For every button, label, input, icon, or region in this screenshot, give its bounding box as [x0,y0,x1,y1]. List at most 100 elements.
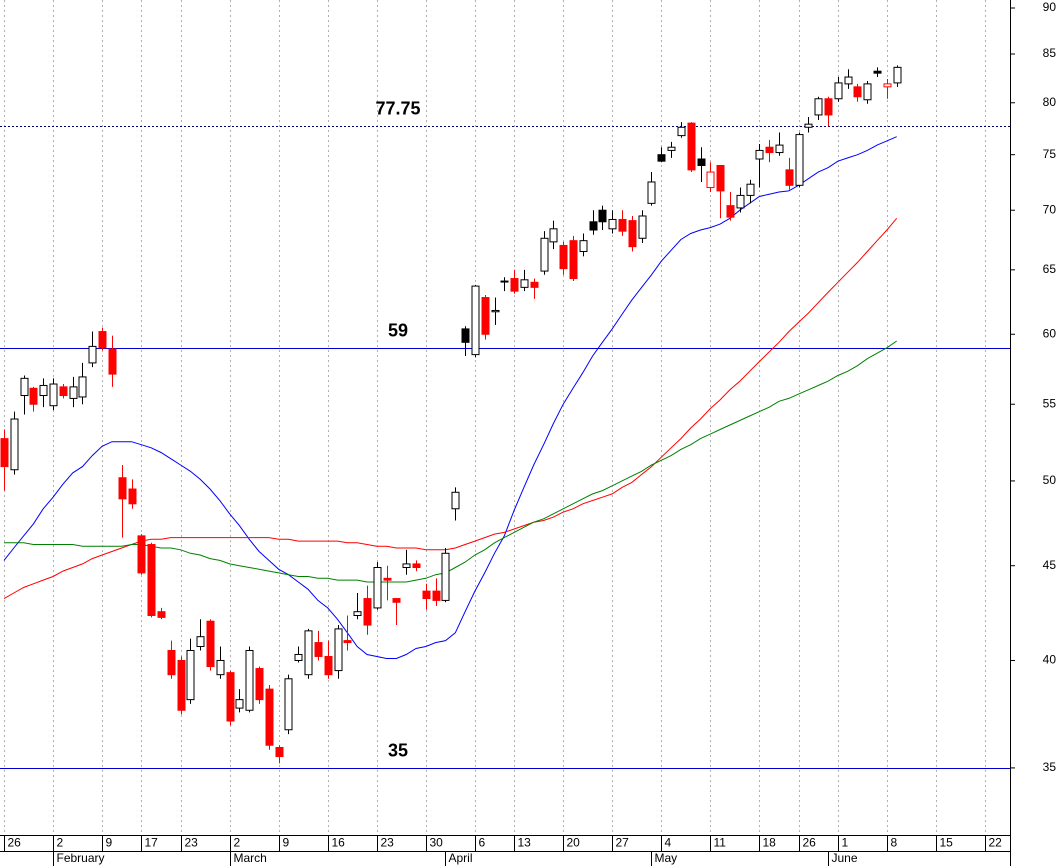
x-tick-label: 8 [891,836,898,850]
candle-body [451,491,460,510]
candle-body [746,183,755,196]
candle-body [392,598,401,603]
x-tick-label: 2 [57,836,64,850]
x-tick-label: 30 [430,836,444,850]
candle-body [216,659,225,676]
x-tick-label: 9 [106,836,113,850]
y-tick-label: 65 [1043,262,1057,276]
candle-body [49,383,58,407]
x-tick-label: 27 [616,836,630,850]
moving-average-line [3,217,898,600]
x-tick-label: 26 [8,836,22,850]
candle-body [785,169,794,186]
x-tick-label: 2 [234,836,241,850]
candle-body [638,215,647,239]
candle-body [608,218,617,230]
x-tick-label: 9 [283,836,290,850]
candle-body [765,146,774,154]
candle-body [98,331,107,349]
reference-label: 59 [388,320,408,340]
candle-body [589,221,598,231]
reference-label: 35 [388,740,408,760]
candle-body [137,535,146,574]
candle-body [824,98,833,116]
y-tick-label: 70 [1043,202,1057,216]
y-tick-label: 50 [1043,473,1057,487]
x-tick-label: 6 [479,836,486,850]
candle-body [412,563,421,568]
candle-body [59,386,68,397]
y-tick-label: 45 [1043,558,1057,572]
candle-body [265,688,274,746]
x-tick-label: 22 [989,836,1003,850]
candle-body [883,83,892,88]
candle-body [853,86,862,98]
candle-body [628,220,637,248]
candle-body [353,611,362,616]
y-tick-label: 90 [1043,0,1057,14]
candle-body [226,672,235,722]
x-tick-label: 23 [381,836,395,850]
candle-body [579,240,588,252]
candle-body [186,649,195,701]
candles [0,65,902,764]
candle-body [0,438,9,468]
y-tick-label: 40 [1043,653,1057,667]
candle-body [510,278,519,292]
candle-body [29,387,38,405]
candle-body [481,297,490,335]
candle-body [167,649,176,676]
candle-body [69,386,78,399]
x-tick-label: 15 [940,836,954,850]
candle-body [549,228,558,243]
y-tick-label: 75 [1043,147,1057,161]
candle-body [677,126,686,137]
candle-body [108,348,117,375]
candle-body [834,82,843,100]
candle-body [314,642,323,657]
candle-body [716,165,725,192]
candle-body [697,158,706,167]
candle-body [844,76,853,85]
x-tick-label: 16 [332,836,346,850]
candle-body [177,659,186,711]
x-tick-label: 26 [803,836,817,850]
candle-body [530,281,539,288]
candle-body [657,154,666,162]
grid [4,0,986,835]
candle-body [873,70,882,74]
x-tick-label: 23 [185,836,199,850]
y-tick-label: 35 [1043,760,1057,774]
candle-body [235,699,244,709]
candle-body [422,590,431,600]
candle-body [284,678,293,731]
moving-average-line [3,136,897,659]
x-tick-label: 13 [518,836,532,850]
candle-body [618,218,627,232]
candle-body [559,244,568,270]
x-tick-label: 4 [665,836,672,850]
candle-body [10,418,19,471]
candle-body [540,237,549,272]
reference-label: 77.75 [375,98,420,118]
candle-body [795,134,804,186]
candle-body [343,640,352,644]
candle-body [667,146,676,151]
candle-body [118,477,127,500]
candle-body [324,655,333,676]
y-tick-label: 80 [1043,95,1057,109]
x-tick-label: 11 [714,836,727,850]
candle-body [491,309,500,313]
candle-body [383,577,392,581]
candle-body [520,279,529,288]
candle-body [275,746,284,757]
candle-body [255,668,264,701]
candle-body [206,620,215,668]
candle-body [863,83,872,101]
month-label: March [234,851,267,865]
candle-body [402,563,411,568]
candle-body [334,628,343,672]
candle-body [804,123,813,128]
